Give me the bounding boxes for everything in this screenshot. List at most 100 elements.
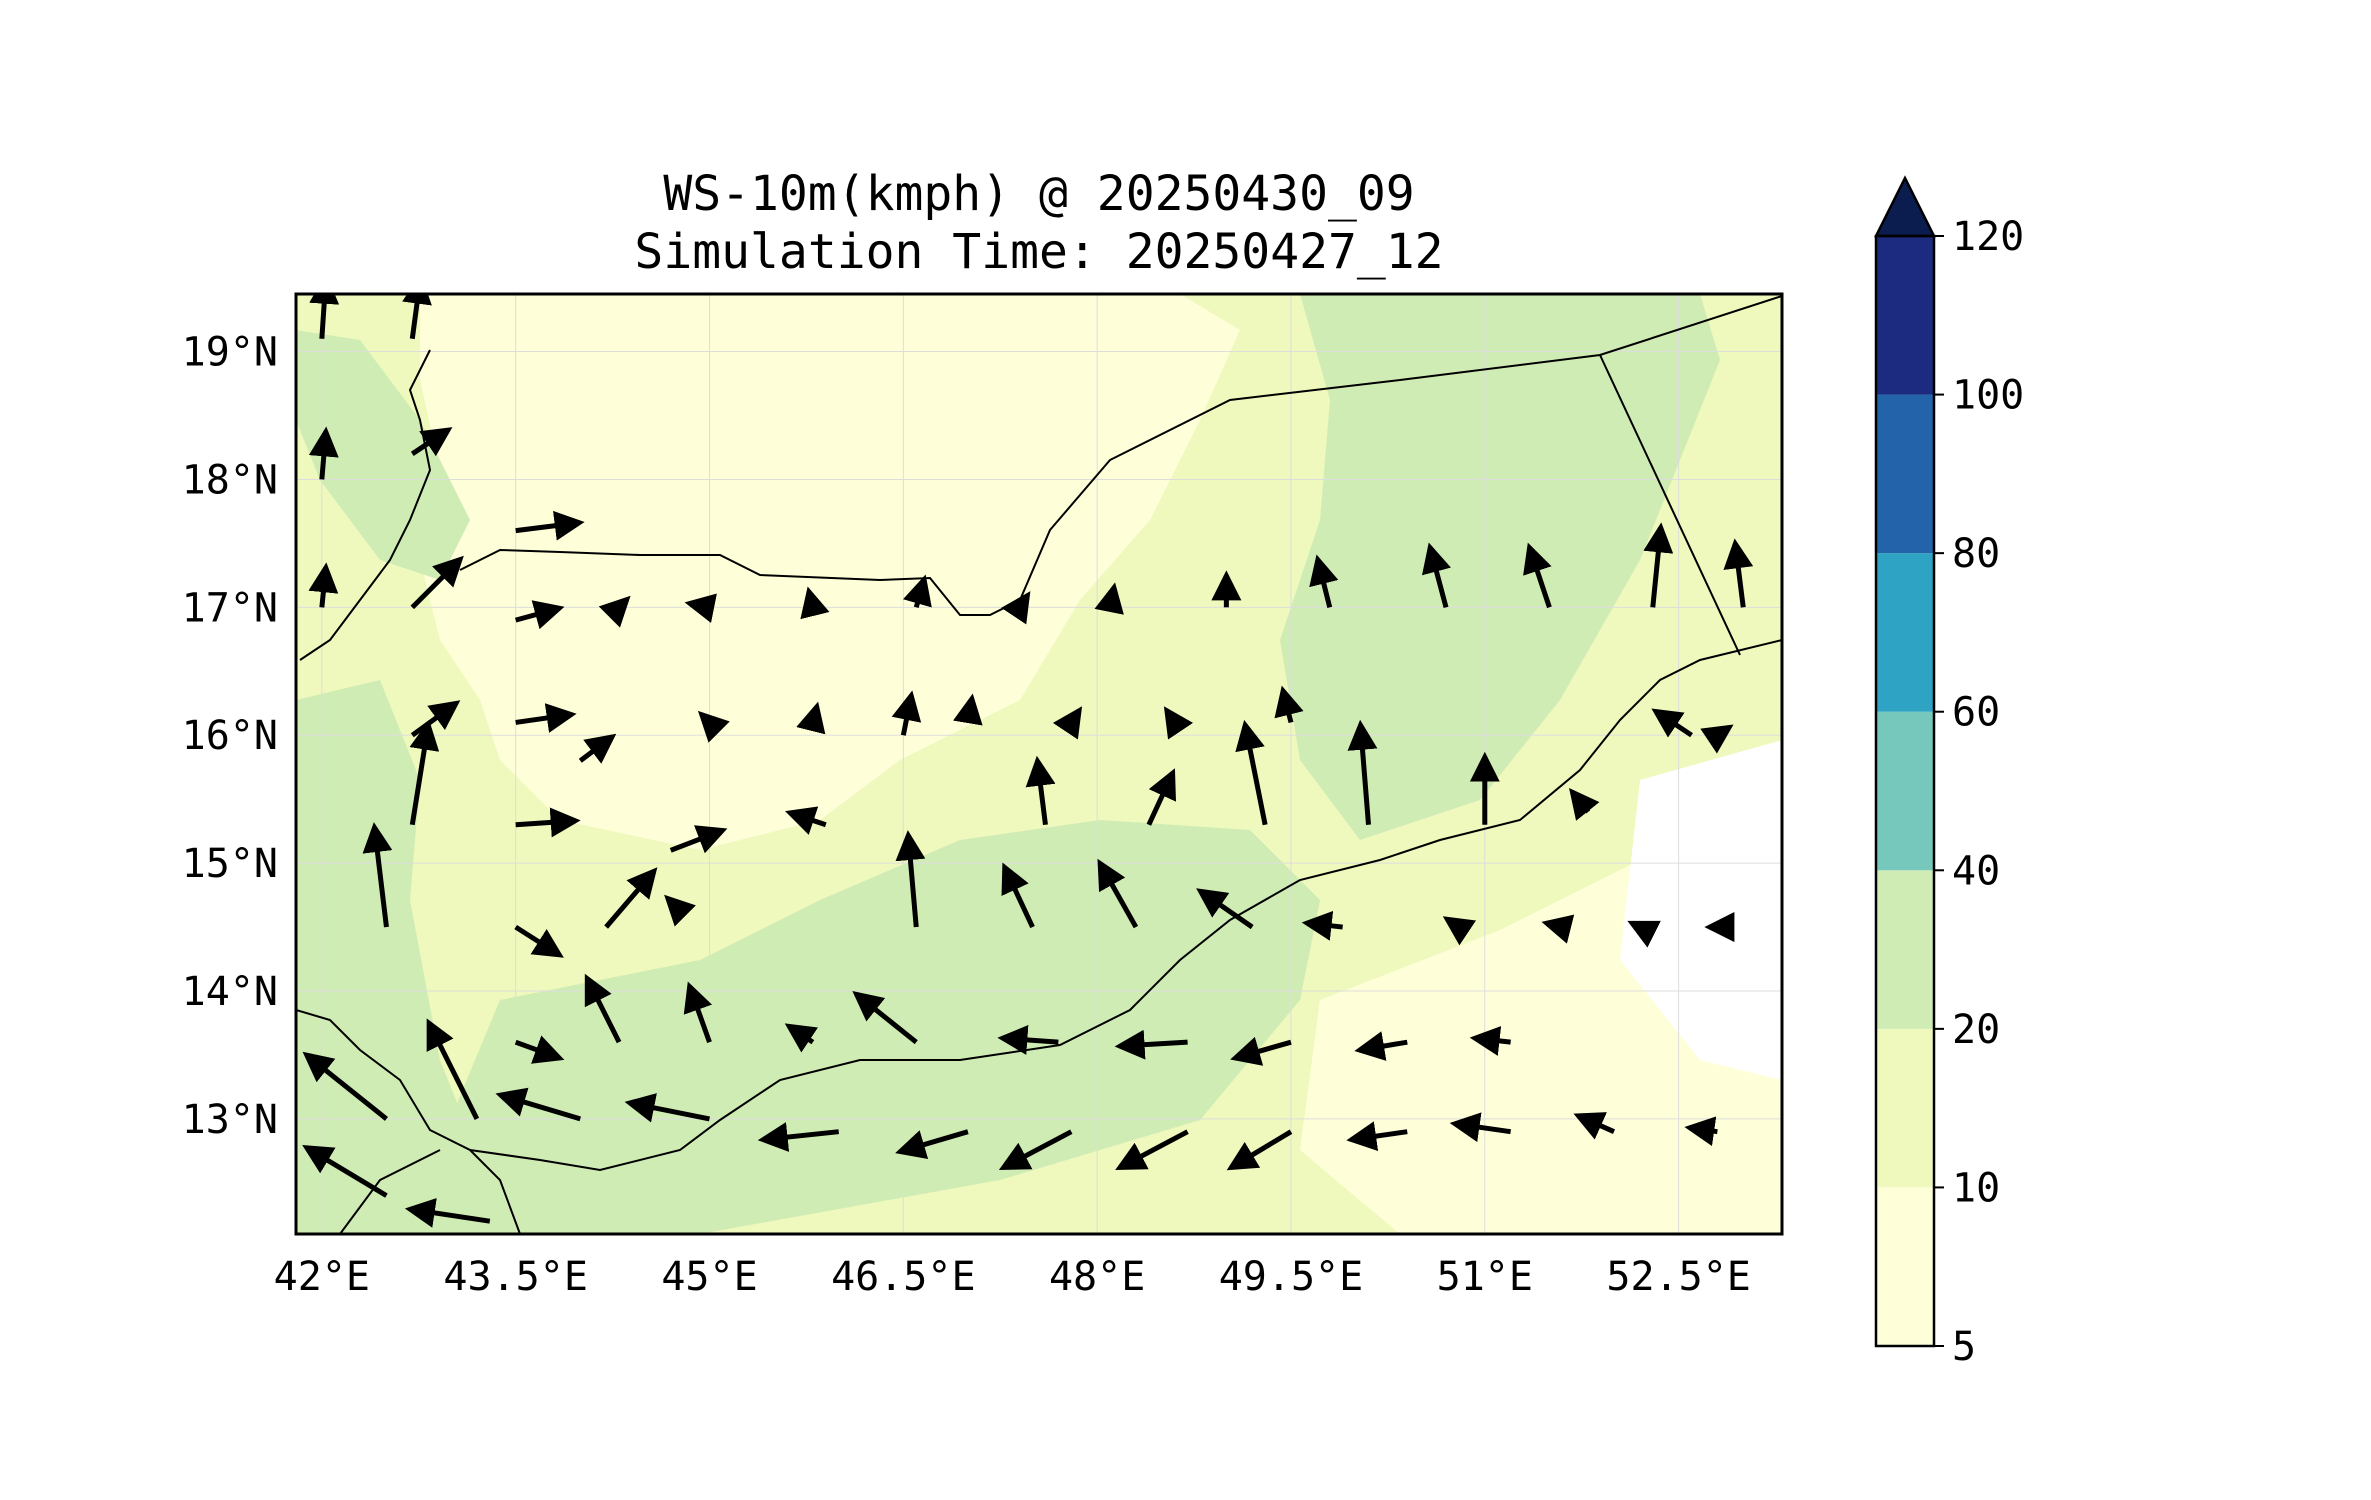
wind-vector [1469, 1026, 1511, 1056]
border-africa [339, 1149, 441, 1234]
colorbar-tick-label: 120 [1952, 214, 2024, 260]
wind-vector [902, 574, 932, 609]
wind-vector [796, 701, 826, 735]
colorbar-segment [1876, 1187, 1934, 1346]
colorbar-tick-label: 100 [1952, 373, 2024, 419]
colorbar-segment [1876, 394, 1934, 554]
x-tick-label: 52.5°E [1606, 1254, 1751, 1300]
wind-vector [1230, 1036, 1292, 1066]
wind-vector [515, 510, 585, 541]
wind-vector [604, 867, 658, 929]
border-oman [1599, 354, 1741, 656]
colorbar-segment [1876, 1028, 1934, 1188]
wind-vector [409, 719, 440, 826]
wind-vector [1449, 1112, 1511, 1143]
wind-vector [997, 1024, 1059, 1055]
wind-vector [852, 991, 918, 1045]
y-tick-label: 17°N [182, 585, 278, 631]
colorbar-extend-arrow [1873, 175, 1937, 238]
x-tick-labels: 42°E 43.5°E 45°E 46.5°E 48°E 49.5°E 51°E 52.5°E [274, 1254, 1751, 1300]
wind-vector [684, 593, 717, 623]
wind-vector [402, 294, 432, 340]
wind-vector [998, 1129, 1073, 1171]
colorbar-tick-label: 10 [1952, 1165, 2000, 1211]
wind-vector [1115, 1129, 1189, 1171]
wind-vector [426, 1018, 480, 1121]
wind-vector [785, 806, 827, 835]
colorbar-tick-label: 60 [1952, 690, 2000, 736]
colorbar-tick-label: 5 [1952, 1324, 1976, 1370]
wind-vector [309, 294, 340, 339]
border-saudi-yemen [459, 295, 1782, 616]
wind-vector [1569, 788, 1600, 821]
wind-vector [1347, 719, 1378, 825]
y-tick-label: 18°N [182, 457, 278, 503]
wind-vector [1114, 1029, 1188, 1060]
wind-vector [669, 825, 728, 854]
wind-vector [362, 822, 393, 928]
wind-vector [1541, 914, 1575, 944]
colorbar-segment [1876, 711, 1934, 871]
wind-vector [1163, 706, 1194, 740]
x-tick-label: 42°E [274, 1254, 370, 1300]
wind-vector [895, 1129, 969, 1160]
wind-vector [895, 830, 926, 928]
wind-vector [1052, 706, 1083, 740]
colorbar: 5 10 20 40 60 80 100 120 [1873, 175, 2024, 1370]
wind-vector [1523, 542, 1552, 609]
wind-vector [1700, 724, 1734, 754]
coastline-red-sea [299, 349, 432, 661]
wind-vector [1025, 755, 1056, 826]
wind-vector [757, 1122, 839, 1152]
wind-vector [515, 807, 581, 838]
field-zone-low [420, 294, 1240, 850]
wind-vector [1001, 862, 1035, 929]
y-tick-label: 16°N [182, 713, 278, 759]
chart-subtitle: Simulation Time: 20250427_12 [634, 224, 1444, 280]
y-tick-labels: 19°N 18°N 17°N 16°N 15°N 14°N 13°N [182, 330, 278, 1143]
wind-vector [302, 1145, 388, 1198]
wind-vector [515, 703, 577, 733]
wind-vector [1346, 1121, 1408, 1152]
field-zone-high-3 [296, 680, 500, 1234]
x-tick-label: 48°E [1049, 1254, 1145, 1300]
wind-vector [1723, 538, 1754, 608]
wind-vector [1421, 542, 1451, 608]
wind-vector [1094, 582, 1124, 615]
x-tick-label: 43.5°E [443, 1254, 588, 1300]
wind-vector [308, 426, 339, 480]
x-tick-label: 46.5°E [831, 1254, 976, 1300]
coastlines-borders [296, 295, 1782, 1234]
wind-vector [302, 1051, 389, 1121]
wind-vectors [302, 294, 1754, 1228]
field-zone-high-2 [450, 820, 1320, 1234]
wind-vector [1196, 888, 1254, 930]
field-zone-high-1 [1280, 294, 1720, 840]
x-tick-label: 45°E [661, 1254, 757, 1300]
wind-speed-field [296, 294, 1782, 1234]
x-tick-label: 49.5°E [1219, 1254, 1364, 1300]
wind-vector [1301, 910, 1343, 941]
colorbar-tick-label: 20 [1952, 1007, 2000, 1053]
field-zone-low-3 [1620, 740, 1782, 1080]
y-tick-label: 13°N [182, 1097, 278, 1143]
wind-vector [514, 924, 564, 958]
wind-vector [1274, 685, 1304, 724]
wind-vector [1442, 916, 1477, 946]
colorbar-tick-label: 80 [1952, 531, 2000, 577]
colorbar-segment [1876, 870, 1934, 1029]
wind-vector [410, 555, 464, 610]
wind-vector [953, 693, 983, 726]
field-zone-high-4 [296, 330, 470, 580]
wind-vector [584, 973, 622, 1044]
wind-vector [664, 894, 696, 927]
wind-vector [1226, 1129, 1293, 1171]
wind-vector [1146, 768, 1176, 826]
wind-vector [1573, 1112, 1616, 1140]
wind-vector [495, 1087, 581, 1122]
map-frame [294, 292, 1784, 1236]
wind-vector [1684, 1116, 1718, 1147]
wind-vector [1309, 554, 1339, 608]
